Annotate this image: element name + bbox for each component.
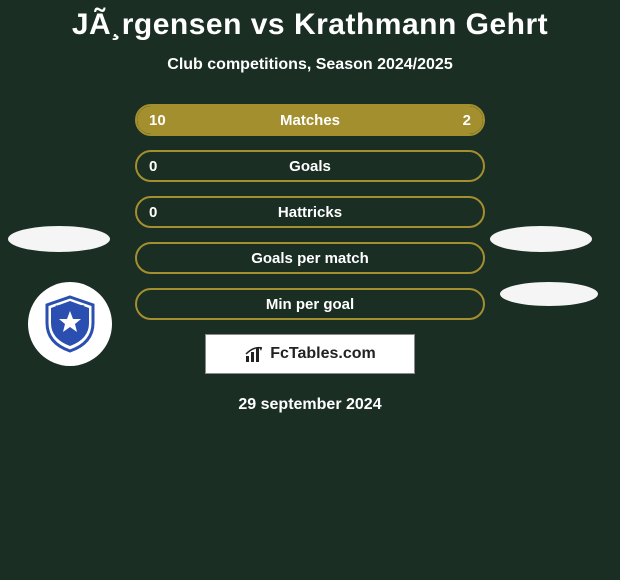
stat-row: Hattricks0 [135,196,485,228]
stat-label: Matches [137,106,483,134]
stat-value-left: 0 [149,152,157,180]
stat-row: Goals0 [135,150,485,182]
brand-box[interactable]: FcTables.com [205,334,415,374]
stat-label: Goals [137,152,483,180]
comparison-widget: JÃ¸rgensen vs Krathmann Gehrt Club compe… [0,0,620,580]
brand-label: FcTables.com [270,345,376,363]
player-left-oval [8,226,110,252]
player-right-oval [490,226,592,252]
subtitle: Club competitions, Season 2024/2025 [0,56,620,74]
stat-row: Goals per match [135,242,485,274]
player-right-oval-2 [500,282,598,306]
svg-text:KOLDING IF: KOLDING IF [56,305,85,311]
stat-label: Hattricks [137,198,483,226]
stats-area: KOLDING IF Matches102Goals0Hattricks0Goa… [0,104,620,414]
stat-label: Goals per match [137,244,483,272]
stat-value-left: 10 [149,106,166,134]
club-badge: KOLDING IF [28,282,112,366]
stat-row: Matches10 2 [135,104,485,136]
date-label: 29 september 2024 [0,396,620,414]
stat-value-right: 2 [463,106,471,134]
shield-icon: KOLDING IF [39,293,101,355]
bar-chart-icon [244,344,266,364]
stat-label: Min per goal [137,290,483,318]
stat-row: Min per goal [135,288,485,320]
page-title: JÃ¸rgensen vs Krathmann Gehrt [0,8,620,42]
stat-value-left: 0 [149,198,157,226]
